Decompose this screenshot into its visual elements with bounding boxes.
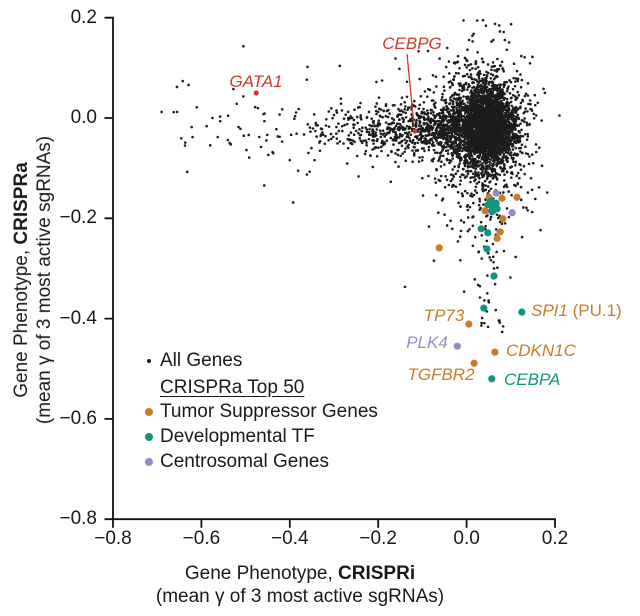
legend-item-developmental-tf: Developmental TF: [141, 425, 315, 449]
x-tick-label: 0.2: [541, 528, 569, 549]
y-tick-label: −0.6: [59, 407, 97, 429]
x-axis-title-line1: Gene Phenotype, CRISPRi: [184, 563, 416, 584]
legend-item-all-genes: All Genes: [141, 349, 242, 373]
y-axis-title-line2: (mean γ of 3 most active sgRNAs): [34, 135, 55, 425]
gene-label-plk4: PLK4: [406, 333, 448, 352]
empty-marker: [141, 380, 157, 396]
teal-dot-icon: [141, 429, 157, 445]
y-tick-label: −0.4: [59, 307, 97, 329]
gene-label-tgfbr2: TGFBR2: [407, 365, 475, 384]
gene-label-spi1: SPI1 (PU.1): [531, 301, 622, 320]
purple-dot-icon: [141, 454, 157, 470]
x-tick-label: −0.2: [359, 528, 397, 549]
gene-label-gata1: GATA1: [229, 72, 283, 91]
x-axis-title: Gene Phenotype, CRISPRi (mean γ of 3 mos…: [156, 562, 444, 608]
gene-label-cdkn1c: CDKN1C: [506, 341, 576, 360]
y-tick-label: −0.2: [59, 207, 97, 229]
x-tick-label: −0.8: [94, 528, 132, 549]
gene-label-cebpg: CEBPG: [382, 34, 442, 53]
legend-item-crispra-top50: CRISPRa Top 50: [141, 376, 304, 400]
all-genes-dot-icon: [141, 353, 157, 369]
orange-dot-icon: [141, 404, 157, 420]
gene-label-cebpa: CEBPA: [504, 370, 561, 389]
x-axis-title-line2: (mean γ of 3 most active sgRNAs): [155, 586, 445, 607]
y-tick-label: 0.2: [70, 6, 97, 28]
y-tick-label: 0.0: [70, 107, 97, 128]
y-tick-label: −0.8: [59, 508, 97, 530]
x-tick-label: 0.0: [453, 528, 480, 549]
gene-label-tp73: TP73: [423, 306, 465, 325]
legend-item-tumor-suppressor: Tumor Suppressor Genes: [141, 400, 378, 424]
legend-item-centrosomal: Centrosomal Genes: [141, 450, 329, 474]
y-axis-title-line1: Gene Phenotype, CRISPRa: [11, 162, 32, 398]
x-tick-label: −0.6: [182, 528, 221, 549]
y-axis-title: Gene Phenotype, CRISPRa (mean γ of 3 mos…: [10, 136, 56, 424]
x-tick-label: −0.4: [271, 528, 309, 549]
